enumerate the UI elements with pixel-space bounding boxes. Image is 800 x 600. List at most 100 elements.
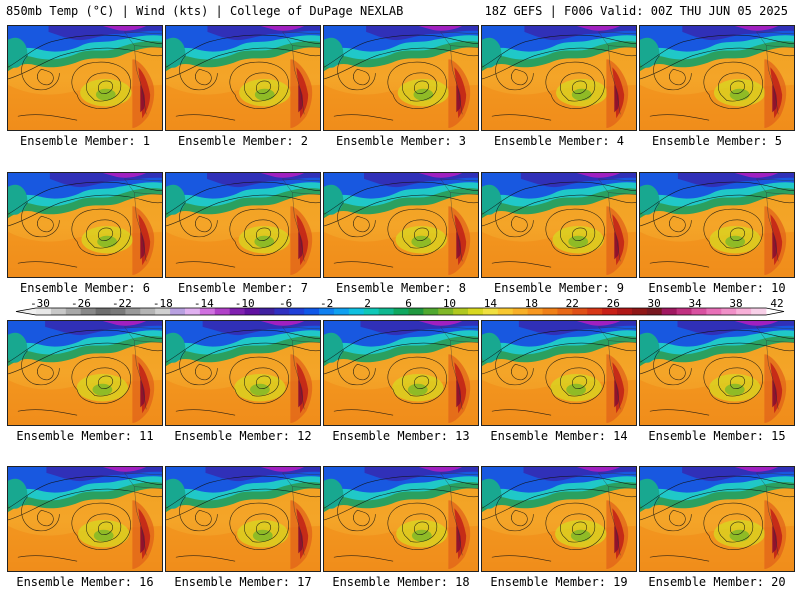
model-run-valid-time: 18Z GEFS | F006 Valid: 00Z THU JUN 05 20… — [484, 4, 788, 18]
colorbar-segment — [617, 308, 633, 315]
ensemble-member-map[interactable] — [323, 25, 479, 131]
colorbar-segment — [199, 308, 216, 315]
ensemble-member-label: Ensemble Member: 18 — [332, 575, 470, 589]
colorbar-segment — [125, 308, 141, 315]
colorbar-tick-label: 26 — [607, 299, 620, 310]
colorbar-segment — [736, 308, 752, 315]
colorbar-segment — [36, 308, 52, 315]
colorbar-max-arrow — [766, 308, 784, 315]
ensemble-member-map[interactable] — [481, 172, 637, 278]
colorbar-segment — [706, 308, 722, 315]
ensemble-member-map[interactable] — [481, 25, 637, 131]
colorbar-tick-label: -18 — [153, 299, 173, 310]
colorbar-segment — [691, 308, 707, 315]
colorbar-tick-label: 14 — [484, 299, 498, 310]
colorbar-tick-label: 10 — [443, 299, 456, 310]
ensemble-member-map[interactable] — [639, 320, 795, 426]
ensemble-member-label: Ensemble Member: 13 — [332, 429, 470, 443]
colorbar-segment — [244, 308, 260, 315]
ensemble-member-map[interactable] — [7, 320, 163, 426]
ensemble-member-map[interactable] — [165, 320, 321, 426]
colorbar-segment — [50, 308, 67, 315]
colorbar-segment — [393, 308, 409, 315]
colorbar-segment — [676, 308, 692, 315]
ensemble-member-label: Ensemble Member: 8 — [335, 281, 467, 295]
colorbar-segment — [751, 308, 767, 315]
ensemble-member-map[interactable] — [7, 466, 163, 572]
ensemble-member-label: Ensemble Member: 9 — [493, 281, 625, 295]
colorbar-segment — [110, 308, 126, 315]
ensemble-member-map[interactable] — [165, 466, 321, 572]
ensemble-member-map[interactable] — [323, 466, 479, 572]
colorbar-tick-label: -30 — [30, 299, 50, 310]
ensemble-member-map[interactable] — [165, 25, 321, 131]
ensemble-member-label: Ensemble Member: 7 — [177, 281, 309, 295]
ensemble-member-label: Ensemble Member: 1 — [19, 134, 151, 148]
ensemble-member-map[interactable] — [481, 320, 637, 426]
colorbar-segment — [423, 308, 439, 315]
ensemble-member-label: Ensemble Member: 5 — [651, 134, 783, 148]
colorbar-tick-label: 2 — [364, 299, 371, 310]
colorbar-segment — [408, 308, 424, 315]
colorbar-outline — [15, 307, 785, 316]
ensemble-member-map[interactable] — [165, 172, 321, 278]
colorbar-tick-label: 30 — [648, 299, 661, 310]
colorbar-segment — [229, 308, 245, 315]
ensemble-member-label: Ensemble Member: 16 — [16, 575, 154, 589]
colorbar-segment — [482, 308, 499, 315]
ensemble-member-label: Ensemble Member: 20 — [648, 575, 786, 589]
colorbar-segment — [155, 308, 171, 315]
colorbar-segment — [468, 308, 484, 315]
colorbar-segment — [274, 308, 290, 315]
colorbar-segment — [497, 308, 514, 315]
colorbar-tick-label: 34 — [688, 299, 702, 310]
ensemble-member-label: Ensemble Member: 15 — [648, 429, 786, 443]
colorbar-segment — [438, 308, 454, 315]
colorbar-segment — [319, 308, 335, 315]
colorbar-segment — [184, 308, 201, 315]
colorbar-segment — [65, 308, 82, 315]
colorbar-segment — [527, 308, 543, 315]
ensemble-member-map[interactable] — [481, 466, 637, 572]
ensemble-member-label: Ensemble Member: 3 — [335, 134, 467, 148]
colorbar-tick-label: 18 — [525, 299, 538, 310]
colorbar-segment — [721, 308, 737, 315]
colorbar-tick-label: 42 — [770, 299, 783, 310]
ensemble-member-map[interactable] — [639, 25, 795, 131]
colorbar-tick-label: -26 — [71, 299, 91, 310]
colorbar-segment — [557, 308, 573, 315]
colorbar-tick-label: 38 — [729, 299, 742, 310]
colorbar-segment — [542, 308, 558, 315]
colorbar-segment — [512, 308, 529, 315]
ensemble-member-label: Ensemble Member: 14 — [490, 429, 628, 443]
ensemble-member-map[interactable] — [7, 25, 163, 131]
colorbar-tick-label: -10 — [235, 299, 255, 310]
ensemble-member-label: Ensemble Member: 2 — [177, 134, 309, 148]
ensemble-member-map[interactable] — [639, 466, 795, 572]
colorbar-segment — [289, 308, 305, 315]
colorbar-tick-label: -2 — [320, 299, 333, 310]
colorbar-segment — [333, 308, 350, 315]
ensemble-member-map[interactable] — [639, 172, 795, 278]
colorbar-tick-label: 6 — [405, 299, 412, 310]
ensemble-member-label: Ensemble Member: 10 — [648, 281, 786, 295]
colorbar-segment — [214, 308, 231, 315]
ensemble-member-map[interactable] — [7, 172, 163, 278]
colorbar-tick-label: -22 — [112, 299, 132, 310]
colorbar-segment — [631, 308, 648, 315]
colorbar-segment — [304, 308, 320, 315]
colorbar-segment — [140, 308, 156, 315]
ensemble-member-map[interactable] — [323, 320, 479, 426]
ensemble-member-label: Ensemble Member: 19 — [490, 575, 628, 589]
ensemble-member-label: Ensemble Member: 12 — [174, 429, 312, 443]
colorbar-segment — [95, 308, 111, 315]
colorbar-tick-label: -14 — [194, 299, 214, 310]
colorbar-segment — [602, 308, 618, 315]
colorbar-min-arrow — [16, 308, 36, 315]
colorbar-segment — [661, 308, 678, 315]
colorbar-segment — [259, 308, 275, 315]
ensemble-member-map[interactable] — [323, 172, 479, 278]
temperature-colorbar: -30 -26 -22 -18 -14 -10 -6 -2 2 6 10 14 18 22 26 30 34 38… — [14, 299, 786, 319]
colorbar-segment — [363, 308, 380, 315]
colorbar-segment — [80, 308, 96, 315]
